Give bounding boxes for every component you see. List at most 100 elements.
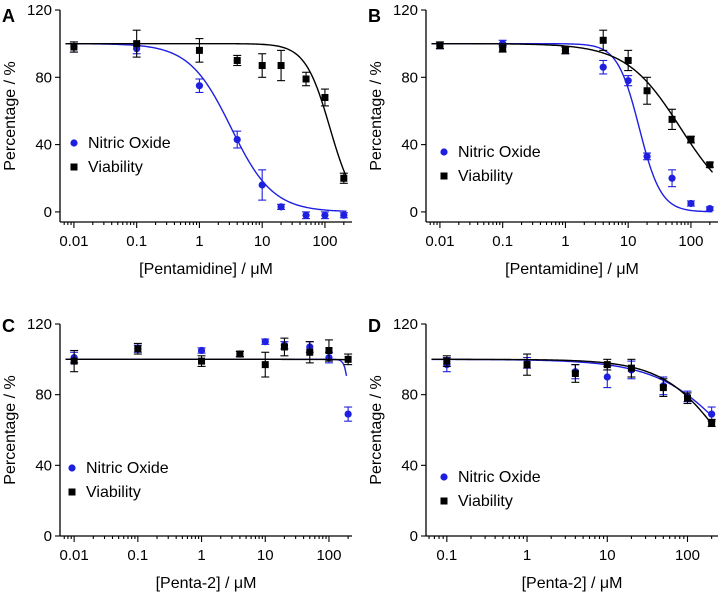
nitric-oxide-fit-curve [65,43,347,212]
viability-point [683,394,691,402]
panel-b: 0 40 80 120 0.01 0.1 1 10 100 [Pentamidine] / μM P… [368,2,718,278]
viability-point [523,361,531,369]
legend-marker-viability [70,163,78,171]
viability-point [599,36,607,44]
x-tick-label: 10 [599,547,616,564]
x-tick-label: 1 [197,547,205,564]
panel-letter: D [368,316,381,336]
x-axis-label: [Pentamidine] / μM [139,261,273,278]
y-tick-label: 80 [35,387,52,404]
viability-point [133,40,141,48]
nitric-oxide-point [706,204,714,213]
viability-point [627,364,635,372]
viability-point [603,361,611,369]
nitric-oxide-point [258,181,266,189]
y-axis-label: Percentage / % [2,61,19,170]
x-tick-label: 100 [675,547,700,564]
x-tick-label: 1 [523,547,531,564]
legend-label-viability: Viability [88,159,143,176]
x-axis-label: [Penta-2] / μM [156,575,257,592]
legend-marker-nitric-oxide [440,148,448,156]
nitric-oxide-point [668,174,676,182]
nitric-oxide-point [302,211,310,219]
nitric-oxide-point [261,338,269,346]
viability-point [499,45,507,53]
legend-marker-viability [68,488,76,496]
y-tick-label: 80 [401,387,418,404]
y-axis-label: Percentage / % [368,375,385,484]
viability-point [233,56,241,64]
legend-marker-viability [440,497,448,505]
x-tick-label: 0.1 [436,547,457,564]
viability-point [306,348,314,356]
x-tick-label: 0.1 [127,547,148,564]
viability-point [659,384,667,392]
nitric-oxide-point [599,63,607,71]
legend-label-nitric-oxide: Nitric Oxide [458,469,541,486]
y-tick-label: 0 [44,204,52,221]
x-tick-label: 10 [620,233,637,250]
nitric-oxide-point [344,410,352,418]
nitric-oxide-point [687,199,695,208]
x-tick-label: 1 [195,233,203,250]
nitric-oxide-point [708,410,716,418]
viability-point [261,361,269,369]
x-tick-label: 0.01 [59,233,88,250]
viability-point [258,62,266,70]
y-tick-label: 80 [401,69,418,86]
viability-point [70,43,78,51]
viability-fit-curve [431,42,714,173]
nitric-oxide-point [195,82,204,90]
x-axis-label: [Pentamidine] / μM [505,261,639,278]
x-tick-label: 0.01 [425,233,454,250]
viability-point [302,75,310,83]
viability-point [198,357,206,365]
viability-fit-curve [431,358,712,424]
y-axis-label: Percentage / % [2,375,19,484]
legend-marker-viability [440,172,448,180]
viability-point [643,87,651,95]
legend-label-nitric-oxide: Nitric Oxide [458,144,541,161]
viability-point [706,161,714,169]
y-tick-label: 120 [393,2,418,19]
x-axis-label: [Penta-2] / μM [522,575,623,592]
nitric-oxide-point [603,373,611,381]
viability-point [436,41,444,49]
nitric-oxide-point [233,135,241,144]
viability-point [668,115,676,123]
legend-label-viability: Viability [458,168,513,185]
y-tick-label: 120 [27,2,52,19]
panel-d: 0 40 80 120 0.1 1 10 100 [Penta-2] / μM Percentag… [368,316,718,592]
viability-point [571,369,579,377]
legend-label-viability: Viability [86,484,141,501]
viability-point [340,174,348,182]
nitric-oxide-point [340,211,348,219]
panel-a: 0 40 80 120 0.01 0.1 1 10 100 [Pentamidine] / μM P… [2,2,352,278]
viability-point [321,93,329,101]
x-tick-label: 0.1 [492,233,513,250]
viability-point [70,357,78,365]
viability-point [708,419,716,427]
nitric-oxide-point [277,203,285,211]
viability-point [443,357,451,365]
y-tick-label: 80 [35,69,52,86]
nitric-oxide-point [624,77,632,85]
y-tick-label: 120 [27,316,52,333]
viability-point [325,347,333,354]
viability-point [277,62,285,70]
legend-marker-nitric-oxide [440,473,448,481]
viability-point [561,46,569,54]
y-tick-label: 40 [35,457,52,474]
viability-point [280,343,288,351]
viability-point [344,355,352,363]
y-axis-label: Percentage / % [368,61,385,170]
y-tick-label: 0 [410,204,418,221]
x-tick-label: 10 [257,547,274,564]
viability-point [195,46,203,54]
y-tick-label: 0 [44,528,52,545]
viability-point [687,136,695,144]
legend-label-viability: Viability [458,493,513,510]
y-tick-label: 40 [401,457,418,474]
viability-point [134,345,142,353]
